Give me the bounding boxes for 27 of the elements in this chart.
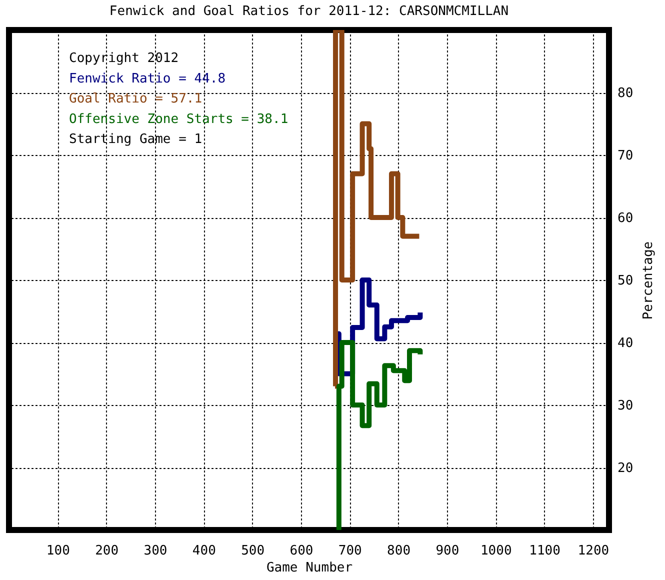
y-axis-title: Percentage <box>641 241 656 320</box>
y-tick-label: 50 <box>618 274 634 288</box>
x-axis-title: Game Number <box>266 560 353 576</box>
annotation: Copyright 2012 <box>69 51 179 66</box>
y-tick-label: 40 <box>618 336 634 351</box>
x-tick-label: 100 <box>46 544 70 558</box>
y-tick-label: 30 <box>618 398 634 414</box>
text: Offensive Zone Starts = 38.1 <box>69 112 288 127</box>
y-tick-label: 70 <box>618 148 634 164</box>
y-tick-label: 20 <box>618 461 634 476</box>
x-tick-label: 400 <box>192 544 216 558</box>
x-tick-label: 200 <box>95 544 119 558</box>
x-tick-label: 900 <box>436 544 460 558</box>
y-tick-label: 60 <box>618 211 634 226</box>
text: Goal Ratio = 57.1 <box>69 92 202 107</box>
x-tick-label: 1100 <box>529 544 560 558</box>
x-tick-label: 1200 <box>578 544 610 558</box>
x-tick-label: 500 <box>241 544 265 558</box>
text: Fenwick Ratio = 44.8 <box>69 71 226 86</box>
y-tick-label: 80 <box>618 86 634 101</box>
x-tick-label: 600 <box>290 544 314 558</box>
x-tick-label: 1000 <box>480 544 512 558</box>
x-tick-label: 700 <box>338 544 362 558</box>
x-tick-label: 800 <box>387 544 411 558</box>
chart-title: Fenwick and Goal Ratios for 2011-12: CARSONMCMILLAN <box>109 4 509 19</box>
annotation: Starting Game = 1 <box>69 132 202 148</box>
x-tick-label: 300 <box>144 544 168 558</box>
